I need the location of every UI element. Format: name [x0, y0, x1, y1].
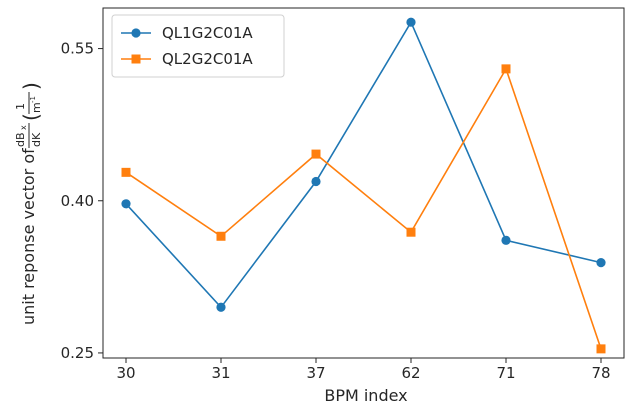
y-axis-label-frac1-num-sub: x [19, 125, 28, 130]
y-tick-label: 0.40 [61, 192, 94, 210]
series-line-0 [125, 20, 602, 309]
x-tick-label: 37 [306, 364, 325, 382]
x-tick-label: 31 [211, 364, 230, 382]
y-axis-label-frac1-num: dB [14, 132, 27, 147]
x-tick-label: 78 [591, 364, 610, 382]
y-axis-label-prefix: unit reponse vector of [19, 148, 38, 325]
y-tick-label: 0.55 [61, 40, 94, 58]
y-tick-label: 0.25 [61, 344, 94, 362]
legend-box [111, 14, 285, 78]
y-axis-label-frac2-den: m [30, 102, 43, 113]
legend-label: QL1G2C01A [162, 24, 253, 42]
axes-frame [102, 7, 625, 359]
y-axis-label-paren-open: ( [19, 113, 43, 121]
series-line-1 [125, 66, 602, 350]
data-point [596, 344, 606, 354]
y-axis-label-frac2-den-sup: -1 [29, 96, 37, 103]
data-point [596, 258, 606, 268]
data-point [121, 199, 131, 209]
legend-marker [131, 54, 141, 64]
x-tick-label: 62 [401, 364, 420, 382]
legend-marker [131, 28, 141, 38]
x-axis-label: BPM index [324, 386, 407, 405]
data-point [216, 302, 226, 312]
data-point [406, 227, 416, 237]
plot-area: 30 31 37 62 71 78 0.25 0.40 0.55 QL1G2C01A QL2G2C0… [61, 7, 625, 382]
y-axis-label-frac2-num: 1 [14, 103, 27, 110]
y-axis-label-paren-close: ) [19, 82, 43, 90]
data-point [216, 231, 226, 241]
x-tick-label: 71 [496, 364, 515, 382]
x-tick-label: 30 [116, 364, 135, 382]
data-point [406, 17, 416, 27]
data-point [121, 167, 131, 177]
data-point [501, 235, 511, 245]
legend-label: QL2G2C01A [162, 50, 253, 68]
data-point [501, 64, 511, 74]
data-point [311, 176, 321, 187]
data-point [311, 149, 321, 159]
y-axis-label-frac1-den: dK [30, 132, 43, 147]
y-axis-label: unit reponse vector of dB x dK ( 1 m -1 … [14, 82, 43, 325]
